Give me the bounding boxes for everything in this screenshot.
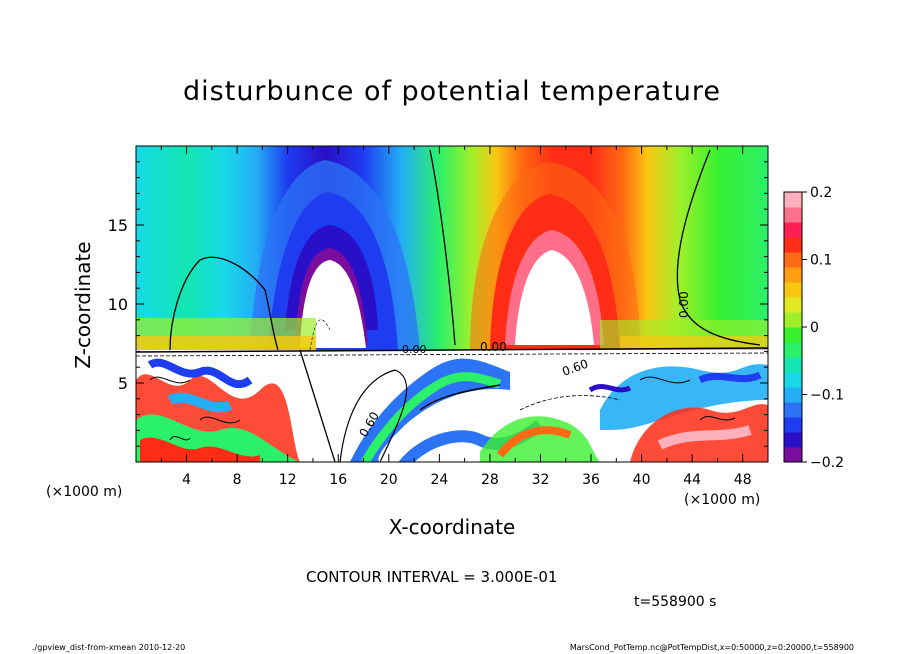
colorbar-segment bbox=[784, 342, 802, 358]
y-tick-label: 10 bbox=[108, 295, 128, 314]
x-tick-label: 12 bbox=[279, 472, 297, 488]
colorbar-segment bbox=[784, 207, 802, 223]
colorbar-segment bbox=[784, 297, 802, 313]
colorbar-segment bbox=[784, 237, 802, 253]
colorbar-tick-label: 0.2 bbox=[810, 185, 832, 201]
x-tick-label: 48 bbox=[734, 472, 752, 488]
colorbar-segment bbox=[784, 312, 802, 328]
y-axis-label: Z-coordinate bbox=[71, 241, 95, 369]
x-tick-label: 36 bbox=[582, 472, 600, 488]
contour-label: 0.00 bbox=[480, 340, 507, 354]
x-unit-label-right: (×1000 m) bbox=[684, 492, 761, 508]
y-tick-label: 5 bbox=[118, 374, 128, 393]
contour-label: 0.00 bbox=[402, 343, 427, 356]
y-axis: 5 10 15 bbox=[108, 161, 768, 447]
colorbar-segment bbox=[784, 387, 802, 403]
x-tick-label: 44 bbox=[683, 472, 701, 488]
footer-left: ./gpview_dist-from-xmean 2010-12-20 bbox=[32, 643, 186, 652]
colorbar-segment bbox=[784, 417, 802, 433]
contour-label: 0.00 bbox=[677, 291, 691, 318]
colorbar-segment bbox=[784, 432, 802, 448]
colorbar: 0.2 0.1 0 −0.1 −0.2 bbox=[783, 185, 844, 471]
colorbar-segment bbox=[784, 372, 802, 388]
x-axis-label: X-coordinate bbox=[388, 515, 516, 539]
x-unit-label: (×1000 m) bbox=[46, 484, 123, 500]
x-tick-label: 20 bbox=[380, 472, 398, 488]
footer-right: MarsCond_PotTemp.nc@PotTempDist,x=0:5000… bbox=[569, 643, 854, 652]
x-tick-label: 40 bbox=[633, 472, 651, 488]
x-tick-label: 8 bbox=[233, 472, 242, 488]
y-tick-label: 15 bbox=[108, 216, 128, 235]
colorbar-segment bbox=[784, 357, 802, 373]
x-tick-label: 24 bbox=[430, 472, 448, 488]
colorbar-tick-label: 0 bbox=[810, 320, 819, 336]
colorbar-segment bbox=[784, 327, 802, 343]
contour-interval: CONTOUR INTERVAL = 3.000E-01 bbox=[306, 568, 558, 586]
colorbar-tick-label: −0.1 bbox=[810, 388, 844, 404]
time-label: t=558900 s bbox=[634, 594, 717, 610]
x-tick-label: 16 bbox=[329, 472, 347, 488]
heatmap-field: 0.00 0.00 0.00 0.60 0.60 bbox=[136, 146, 768, 462]
x-tick-label: 28 bbox=[481, 472, 499, 488]
colorbar-segment bbox=[784, 267, 802, 283]
colorbar-segment bbox=[784, 447, 802, 463]
colorbar-segment bbox=[784, 192, 802, 208]
colorbar-tick-label: −0.2 bbox=[810, 455, 844, 471]
x-tick-label: 4 bbox=[182, 472, 191, 488]
x-tick-label: 32 bbox=[532, 472, 550, 488]
colorbar-segment bbox=[784, 402, 802, 418]
chart-title: disturbunce of potential temperature bbox=[183, 76, 721, 107]
x-axis: 4 8 12 16 20 24 28 32 36 40 44 48 bbox=[160, 146, 752, 488]
colorbar-tick-label: 0.1 bbox=[810, 253, 832, 269]
colorbar-segment bbox=[784, 222, 802, 238]
colorbar-segment bbox=[784, 252, 802, 268]
colorbar-segment bbox=[784, 282, 802, 298]
